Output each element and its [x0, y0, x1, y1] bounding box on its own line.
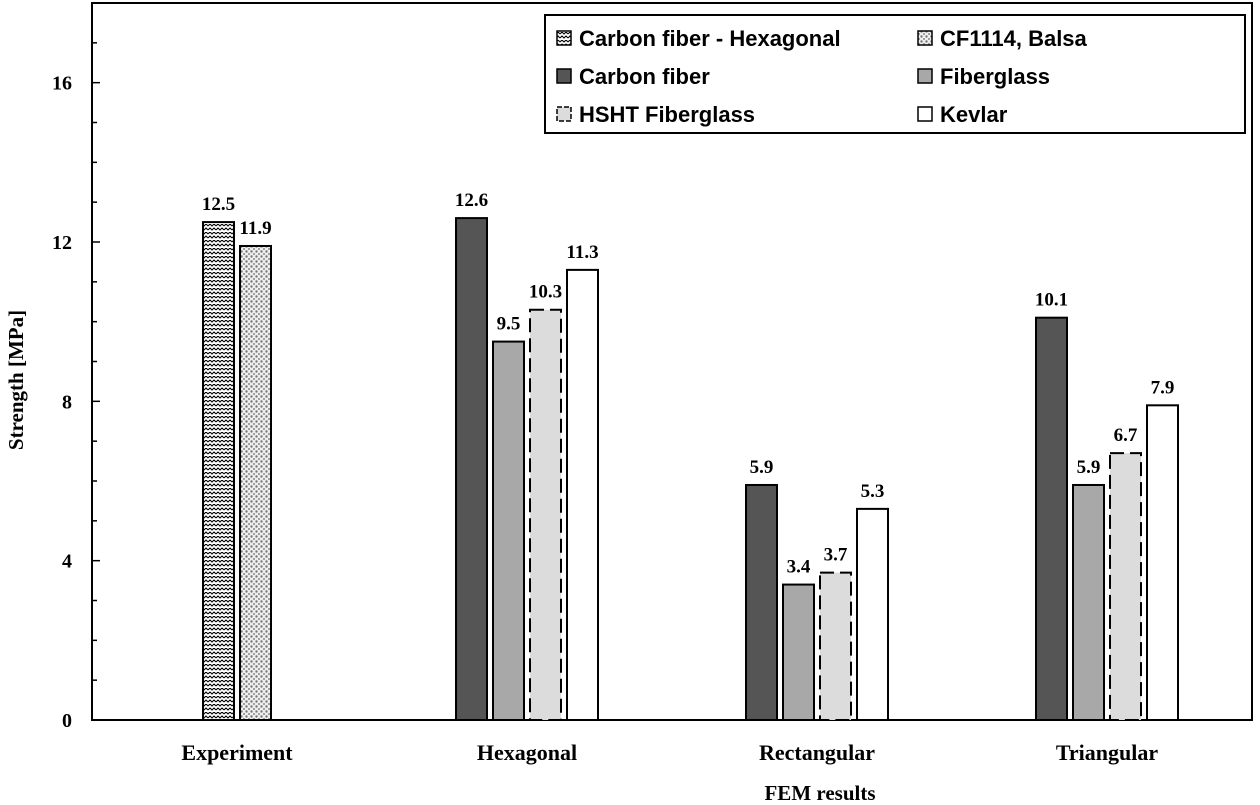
bar: [819, 571, 852, 721]
bar-series: [202, 217, 1179, 721]
legend-box: [544, 14, 1246, 134]
bar: [1146, 404, 1179, 721]
data-label: 7.9: [1151, 377, 1175, 398]
legend-label: CF1114, Balsa: [940, 26, 1088, 51]
bar: [492, 340, 525, 721]
legend-swatch: [556, 106, 572, 122]
bar: [1035, 316, 1068, 721]
legend-label: Fiberglass: [940, 64, 1050, 89]
bar: [745, 483, 778, 721]
bar: [529, 308, 562, 721]
x-axis-title: FEM results: [764, 781, 875, 805]
data-label: 11.3: [566, 242, 598, 263]
y-axis: 0 4 8 12 16: [52, 2, 100, 732]
data-label: 11.9: [239, 218, 271, 239]
data-label: 5.3: [861, 481, 885, 502]
legend-swatch: [556, 30, 572, 46]
bar: [856, 507, 889, 721]
legend: Carbon fiber - Hexagonal CF1114, Balsa Car…: [544, 14, 1246, 134]
data-labels: 12.511.9 12.6 9.5 10.311.3 5.9 3.4 3.7 5.3 10.1 5…: [202, 190, 1175, 577]
bar: [239, 244, 272, 721]
x-tick-label: Rectangular: [759, 740, 875, 765]
y-tick-label: 0: [62, 710, 72, 732]
data-label: 10.3: [529, 282, 562, 303]
data-label: 10.1: [1035, 290, 1068, 311]
legend-label: Carbon fiber: [579, 64, 710, 89]
x-axis: Experiment Hexagonal Rectangular Triangular: [118, 719, 1159, 765]
data-label: 12.5: [202, 194, 235, 215]
data-label: 3.7: [824, 545, 848, 566]
data-label: 3.4: [787, 557, 811, 578]
y-axis-title: Strength [MPa]: [4, 310, 28, 450]
x-tick-label: Triangular: [1056, 740, 1159, 765]
data-label: 5.9: [1077, 457, 1101, 478]
data-label: 6.7: [1114, 425, 1138, 446]
legend-label: Kevlar: [940, 102, 1008, 127]
data-label: 5.9: [750, 457, 774, 478]
bar: [1072, 483, 1105, 721]
bar: [202, 221, 235, 721]
legend-swatch: [917, 68, 933, 84]
y-tick-label: 12: [52, 232, 72, 254]
bar: [566, 268, 599, 721]
y-tick-label: 8: [62, 391, 72, 413]
x-tick-label: Hexagonal: [477, 740, 577, 765]
legend-swatch: [917, 106, 933, 122]
x-tick-label: Experiment: [181, 740, 293, 765]
legend-swatch: [917, 30, 933, 46]
bar: [782, 583, 815, 721]
bar: [455, 217, 488, 721]
y-tick-label: 4: [62, 551, 72, 573]
y-tick-label: 16: [52, 73, 72, 95]
bar: [1109, 452, 1142, 721]
data-label: 9.5: [497, 314, 521, 335]
legend-swatch: [556, 68, 572, 84]
legend-label: Carbon fiber - Hexagonal: [579, 26, 841, 51]
legend-label: HSHT Fiberglass: [579, 102, 755, 127]
data-label: 12.6: [455, 190, 488, 211]
